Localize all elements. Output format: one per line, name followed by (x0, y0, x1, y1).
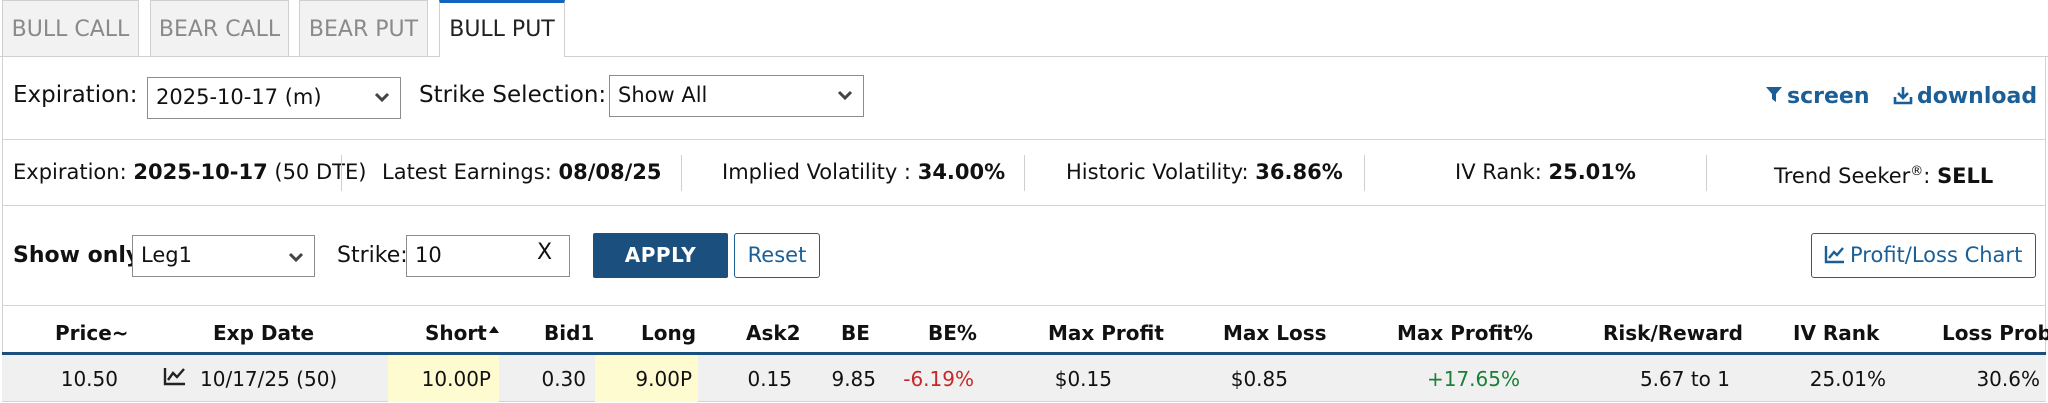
info-separator (1364, 155, 1365, 191)
cell-bid1: 0.30 (541, 367, 586, 391)
cell-ask2: 0.15 (747, 367, 792, 391)
cell-be-pct: -6.19% (903, 367, 974, 391)
show-only-select[interactable]: Leg1 (132, 235, 315, 277)
strike-input-value: 10 (415, 243, 442, 267)
column-header-max-profit[interactable]: Max Profit (1048, 321, 1164, 345)
info-ivrank-value: 25.01% (1548, 160, 1636, 184)
column-header-max-loss[interactable]: Max Loss (1223, 321, 1327, 345)
cell-be: 9.85 (831, 367, 876, 391)
divider (2, 305, 2046, 306)
profit-loss-chart-label: Profit/Loss Chart (1850, 243, 2023, 267)
column-header-ask2[interactable]: Ask2 (746, 321, 801, 345)
column-header-risk-reward[interactable]: Risk/Reward (1603, 321, 1743, 345)
cell-max-loss: $0.85 (1230, 367, 1288, 391)
column-header-loss-prob[interactable]: Loss Prob (1942, 321, 2048, 345)
filter-icon (1766, 87, 1782, 102)
line-chart-icon[interactable] (163, 366, 187, 386)
expiration-label: Expiration: (13, 82, 138, 108)
divider (2, 139, 2046, 140)
expiration-select-value: 2025-10-17 (m) (156, 85, 322, 109)
info-earnings-value: 08/08/25 (558, 160, 662, 184)
info-separator (1024, 155, 1025, 191)
screen-link[interactable]: screen (1765, 84, 1870, 109)
info-trend-value: SELL (1937, 164, 1994, 188)
column-header-price[interactable]: Price~ (55, 321, 129, 345)
info-trend-seeker: Trend Seeker®: SELL (1774, 157, 1994, 188)
strike-selection-select[interactable]: Show All (609, 75, 864, 117)
cell-loss-prob: 30.6% (1976, 367, 2040, 391)
info-iv-rank: IV Rank: 25.01% (1455, 157, 1636, 187)
info-iv-label: Implied Volatility : (722, 160, 912, 184)
header-underline (2, 352, 2046, 355)
registered-mark: ® (1910, 164, 1924, 179)
info-trend-label: Trend Seeker (1774, 164, 1911, 188)
strike-input[interactable]: 10 (406, 235, 570, 277)
info-earnings: Latest Earnings: 08/08/25 (382, 157, 661, 187)
info-hv-label: Historic Volatility: (1066, 160, 1249, 184)
cell-max-profit-pct: +17.65% (1426, 367, 1520, 391)
info-iv-value: 34.00% (917, 160, 1006, 184)
info-implied-volatility: Implied Volatility : 34.00% (722, 157, 1005, 187)
strike-selection-value: Show All (618, 83, 708, 107)
apply-button[interactable]: APPLY (593, 233, 728, 278)
table-row[interactable] (2, 355, 2046, 402)
cell-long: 9.00P (635, 367, 692, 391)
column-header-long[interactable]: Long (641, 321, 697, 345)
column-header-be-pct[interactable]: BE% (928, 321, 977, 345)
chevron-down-icon (374, 78, 390, 132)
screen-link-label: screen (1787, 84, 1870, 109)
column-header-short-label: Short (425, 321, 487, 345)
divider (2, 205, 2046, 206)
cell-max-profit: $0.15 (1054, 367, 1112, 391)
column-header-be[interactable]: BE (841, 321, 870, 345)
strike-label: Strike: (337, 243, 408, 268)
column-header-max-profit-pct[interactable]: Max Profit% (1397, 321, 1533, 345)
column-header-short[interactable]: Short (425, 318, 500, 348)
info-ivrank-label: IV Rank: (1455, 160, 1542, 184)
short-cell-highlight (388, 355, 499, 402)
download-link[interactable]: download (1893, 84, 2037, 109)
cell-price: 10.50 (60, 367, 118, 391)
sort-up-icon (488, 326, 499, 333)
tab-bull-call[interactable]: BULL CALL (2, 0, 139, 57)
download-icon (1893, 87, 1913, 105)
tab-bear-call[interactable]: BEAR CALL (150, 0, 289, 57)
column-header-iv-rank[interactable]: IV Rank (1793, 321, 1880, 345)
show-only-label: Show only: (13, 243, 150, 268)
tab-bull-put[interactable]: BULL PUT (439, 0, 565, 57)
info-expiration-label: Expiration: (13, 160, 127, 184)
line-chart-icon (1824, 246, 1844, 264)
info-separator (341, 155, 342, 191)
profit-loss-chart-button[interactable]: Profit/Loss Chart (1811, 233, 2036, 278)
info-expiration-value: 2025-10-17 (133, 160, 268, 184)
reset-button[interactable]: Reset (734, 233, 820, 278)
info-separator (1706, 155, 1707, 191)
info-expiration-dte: (50 DTE) (274, 160, 367, 184)
tab-divider (0, 56, 2048, 57)
chevron-down-icon (288, 236, 304, 290)
column-header-exp-date[interactable]: Exp Date (213, 321, 315, 345)
info-earnings-label: Latest Earnings: (382, 160, 552, 184)
info-hv-value: 36.86% (1255, 160, 1343, 184)
clear-strike-button[interactable]: X (537, 240, 553, 265)
info-expiration: Expiration: 2025-10-17 (50 DTE) (13, 157, 366, 187)
info-historic-volatility: Historic Volatility: 36.86% (1066, 157, 1343, 187)
cell-short: 10.00P (421, 367, 491, 391)
strike-selection-label: Strike Selection: (419, 82, 607, 108)
long-cell-highlight (595, 355, 698, 402)
cell-iv-rank: 25.01% (1809, 367, 1886, 391)
tab-bear-put[interactable]: BEAR PUT (299, 0, 428, 57)
download-link-label: download (1917, 84, 2038, 109)
chevron-down-icon (837, 76, 853, 130)
show-only-value: Leg1 (141, 243, 192, 267)
info-separator (681, 155, 682, 191)
cell-risk-reward: 5.67 to 1 (1639, 367, 1730, 391)
column-header-bid1[interactable]: Bid1 (544, 321, 595, 345)
info-trend-colon: : (1923, 164, 1931, 188)
expiration-select[interactable]: 2025-10-17 (m) (147, 77, 401, 119)
cell-exp-date: 10/17/25 (50) (200, 367, 338, 391)
